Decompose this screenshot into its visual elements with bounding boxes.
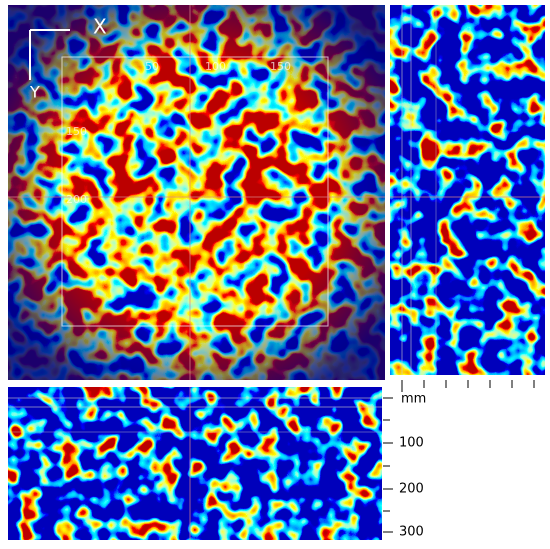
grid-label: 150 [270, 60, 291, 73]
scale-unit: mm [401, 392, 426, 407]
grid-label: 100 [205, 60, 226, 73]
front-view: mm 100 200 300 [8, 387, 426, 540]
grid-label: 50 [145, 60, 159, 73]
heatmap [8, 387, 382, 540]
axis-label: Y [29, 83, 40, 102]
axis-label: X [93, 15, 107, 39]
edge-fade [8, 5, 385, 380]
roi-box [61, 56, 329, 327]
axis-arrows [29, 29, 70, 80]
scale-label: 100 [399, 436, 424, 451]
grid-label: 200 [66, 193, 87, 206]
grid-label: 150 [66, 125, 87, 138]
scale-label: 200 [399, 482, 424, 497]
scale-label: 300 [399, 525, 424, 540]
depth-ticks [401, 380, 535, 392]
top-view: X Y 50 100 150 150 200 [8, 5, 385, 380]
heatmap [390, 5, 545, 375]
depth-ticks [383, 397, 393, 533]
side-view [390, 5, 545, 392]
